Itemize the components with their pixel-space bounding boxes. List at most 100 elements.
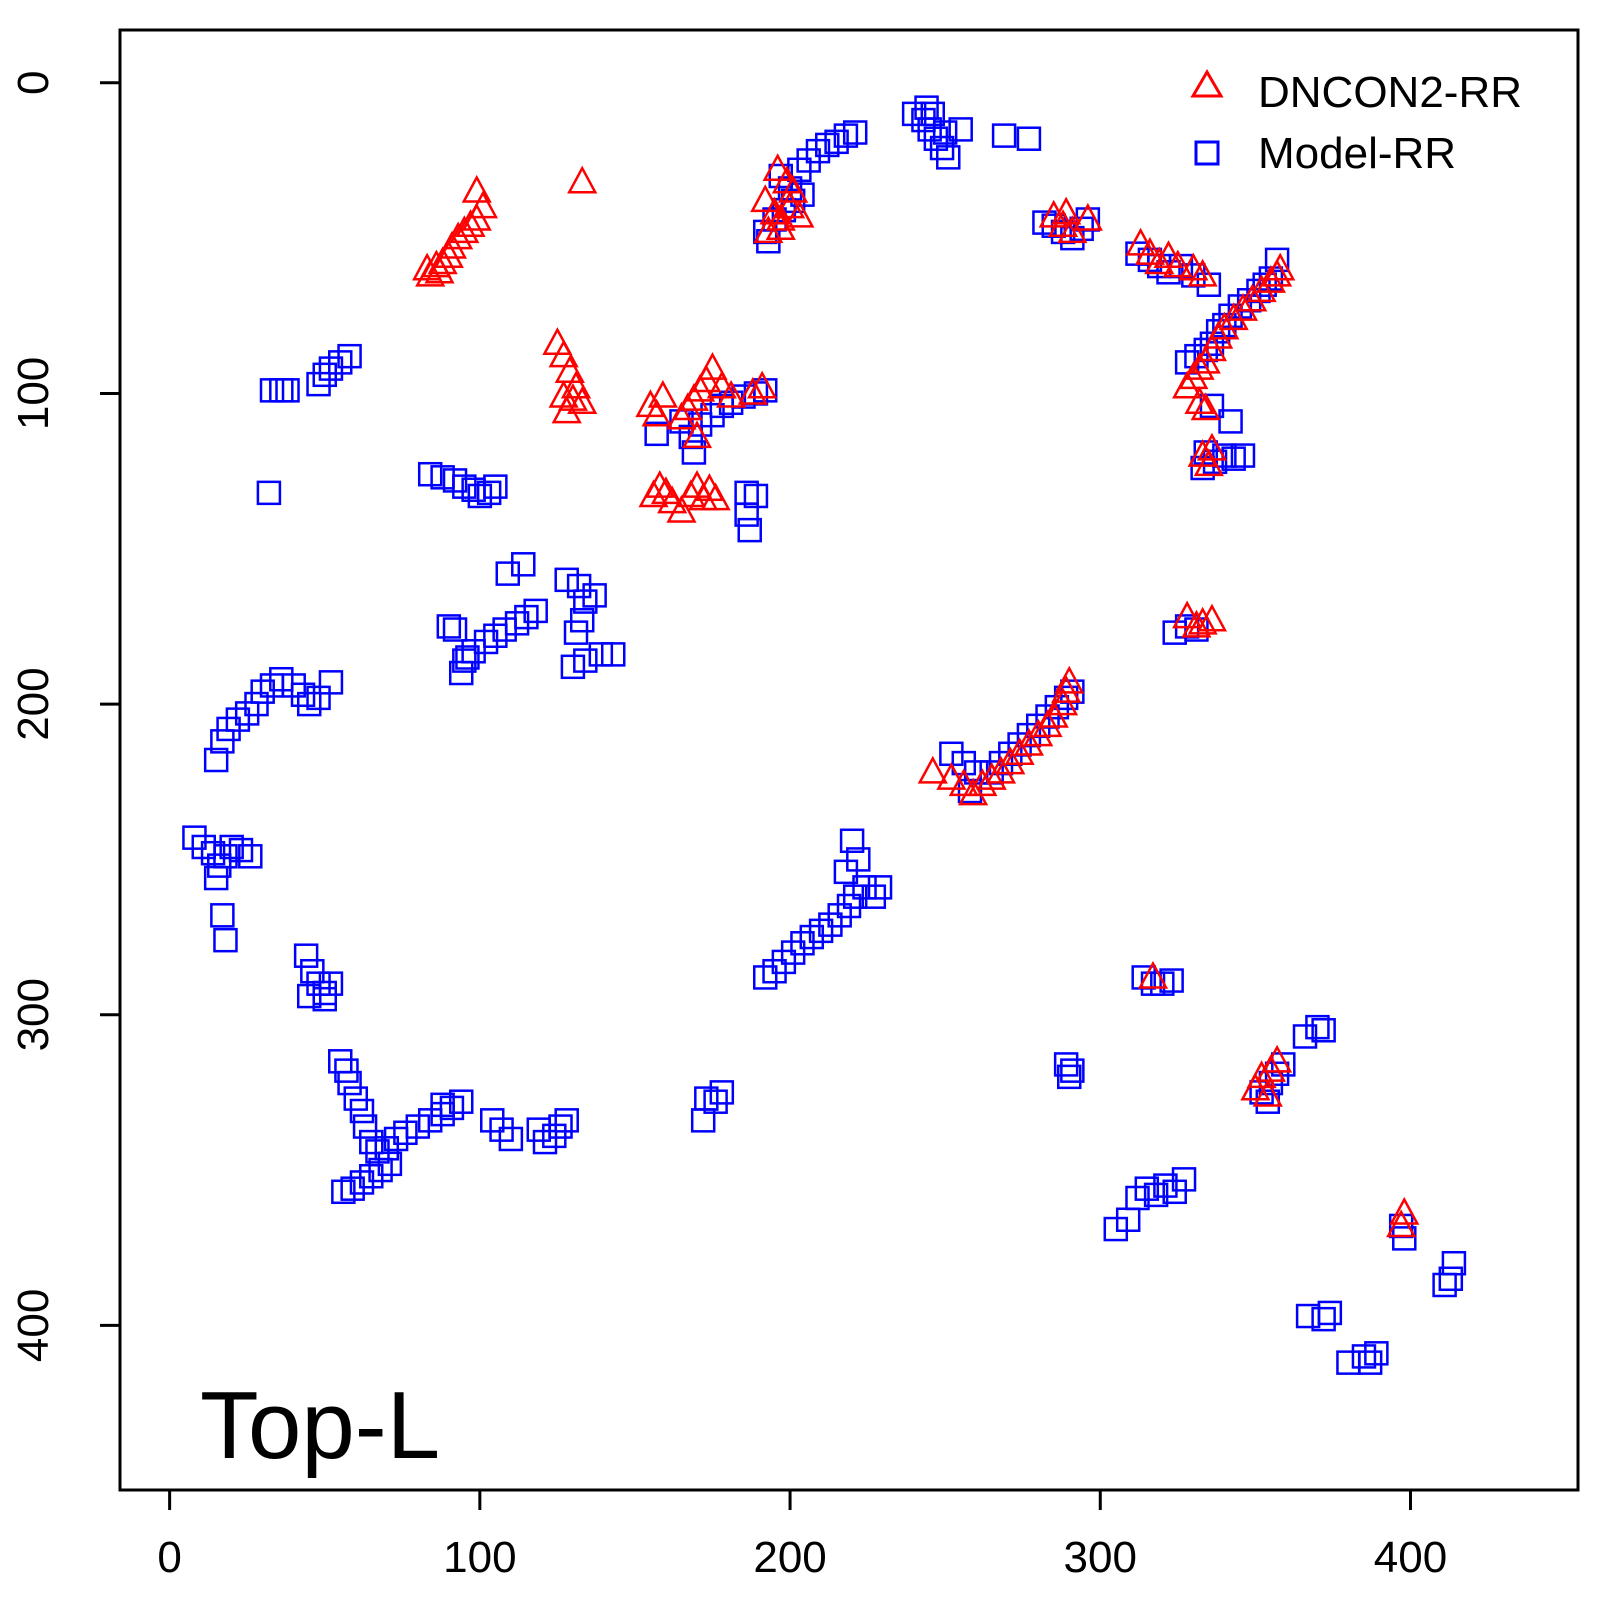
dncon2-rr-point — [1137, 960, 1169, 989]
model-rr-point — [1392, 1226, 1417, 1251]
dncon2-rr-point — [1389, 1196, 1420, 1225]
dncon2-rr-point — [433, 240, 464, 269]
dncon2-rr-point — [784, 199, 815, 228]
dncon2-rr-point — [1246, 274, 1277, 303]
dncon2-rr-point — [647, 379, 678, 408]
model-rr-point — [1212, 443, 1237, 468]
model-rr-point — [318, 670, 344, 695]
dncon2-rr-point — [1184, 351, 1215, 380]
y-tick-label: 100 — [9, 357, 58, 430]
model-rr-point — [448, 1089, 474, 1114]
model-rr-point — [1230, 443, 1256, 468]
model-rr-point — [833, 859, 859, 885]
model-rr-point — [1438, 1266, 1464, 1292]
model-rr-point — [703, 1089, 728, 1114]
model-rr-point — [780, 940, 806, 965]
series-model-rr — [182, 95, 1467, 1375]
dncon2-rr-point — [467, 190, 499, 219]
model-rr-point — [514, 604, 539, 630]
model-rr-point — [1190, 455, 1215, 481]
dncon2-rr-point — [976, 762, 1007, 790]
model-rr-point — [296, 983, 322, 1009]
model-rr-point — [588, 642, 614, 667]
model-rr-point — [334, 1058, 359, 1083]
model-rr-point — [600, 642, 626, 667]
model-rr-point — [1162, 1179, 1187, 1205]
model-rr-point — [318, 971, 344, 996]
model-rr-point — [228, 837, 254, 863]
model-rr-point — [1311, 1306, 1336, 1332]
model-rr-point — [1060, 1058, 1085, 1083]
model-rr-point — [752, 965, 778, 990]
x-axis: 0 100 200 300 400 — [157, 1488, 1447, 1582]
model-rr-point — [318, 356, 344, 381]
dncon2-rr-point — [1187, 258, 1218, 287]
model-rr-point — [815, 132, 840, 158]
dncon2-rr-point — [427, 246, 458, 275]
dncon2-rr-point — [644, 470, 675, 498]
model-rr-point — [306, 971, 331, 996]
dncon2-rr-point — [424, 255, 455, 284]
dncon2-rr-point — [415, 258, 446, 287]
model-rr-point — [1336, 1350, 1361, 1375]
model-rr-point — [306, 371, 331, 397]
model-rr-point — [1357, 1350, 1383, 1375]
model-rr-point — [203, 747, 229, 773]
model-rr-point — [1143, 1182, 1169, 1208]
dncon2-rr-point — [1187, 606, 1218, 635]
model-rr-point — [337, 343, 362, 369]
dncon2-rr-point — [567, 386, 598, 415]
model-rr-point — [498, 1126, 524, 1152]
model-rr-point — [377, 1151, 403, 1177]
model-rr-point — [867, 875, 893, 900]
series-dncon2-rr — [412, 153, 1420, 1238]
plot-frame — [118, 28, 1580, 1492]
model-rr-point — [644, 421, 669, 447]
model-rr-point — [1264, 247, 1290, 273]
model-rr-point — [182, 825, 207, 850]
model-rr-point — [951, 750, 977, 776]
model-rr-point — [1159, 968, 1184, 993]
model-rr-point — [573, 648, 598, 673]
dncon2-rr-point — [1004, 737, 1035, 766]
dncon2-rr-point — [1196, 432, 1228, 461]
model-rr-point — [368, 1157, 393, 1183]
dncon2-rr-point — [917, 755, 948, 784]
model-rr-point — [1053, 1052, 1079, 1077]
dncon2-rr-point — [1237, 283, 1268, 312]
model-rr-point — [293, 943, 319, 968]
dncon2-rr-point — [697, 351, 728, 380]
dncon2-rr-point — [1190, 392, 1221, 421]
model-rr-point — [250, 679, 275, 704]
model-rr-point — [238, 844, 263, 869]
model-rr-point — [839, 828, 865, 854]
dncon2-rr-point — [548, 379, 579, 408]
x-tick-label: 200 — [753, 1533, 826, 1582]
model-rr-point — [523, 598, 548, 624]
model-rr-point — [1311, 1018, 1336, 1043]
model-rr-point — [1171, 1167, 1197, 1192]
model-rr-point — [911, 107, 936, 133]
dncon2-rr-point — [1218, 302, 1249, 331]
x-tick-label: 0 — [157, 1533, 181, 1582]
y-tick-label: 300 — [9, 978, 58, 1051]
model-rr-point — [796, 148, 821, 173]
model-rr-point — [328, 1049, 353, 1074]
model-rr-point — [1271, 1052, 1296, 1077]
model-rr-point — [296, 691, 322, 717]
dncon2-rr-point — [995, 746, 1026, 775]
model-rr-point — [393, 1120, 418, 1146]
model-rr-point — [200, 840, 226, 866]
model-rr-point — [827, 903, 852, 928]
dncon2-rr-point — [762, 153, 793, 182]
dncon2-rr-point — [641, 398, 672, 427]
model-rr-point — [566, 573, 592, 599]
model-rr-point — [1134, 1176, 1160, 1201]
model-rr-point — [405, 1114, 431, 1139]
model-rr-point — [560, 654, 586, 680]
dncon2-rr-point — [567, 165, 598, 194]
model-rr-point — [932, 120, 958, 145]
model-rr-point — [948, 117, 973, 142]
model-rr-point — [275, 378, 300, 403]
legend: DNCON2-RR Model-RR — [1190, 68, 1522, 178]
